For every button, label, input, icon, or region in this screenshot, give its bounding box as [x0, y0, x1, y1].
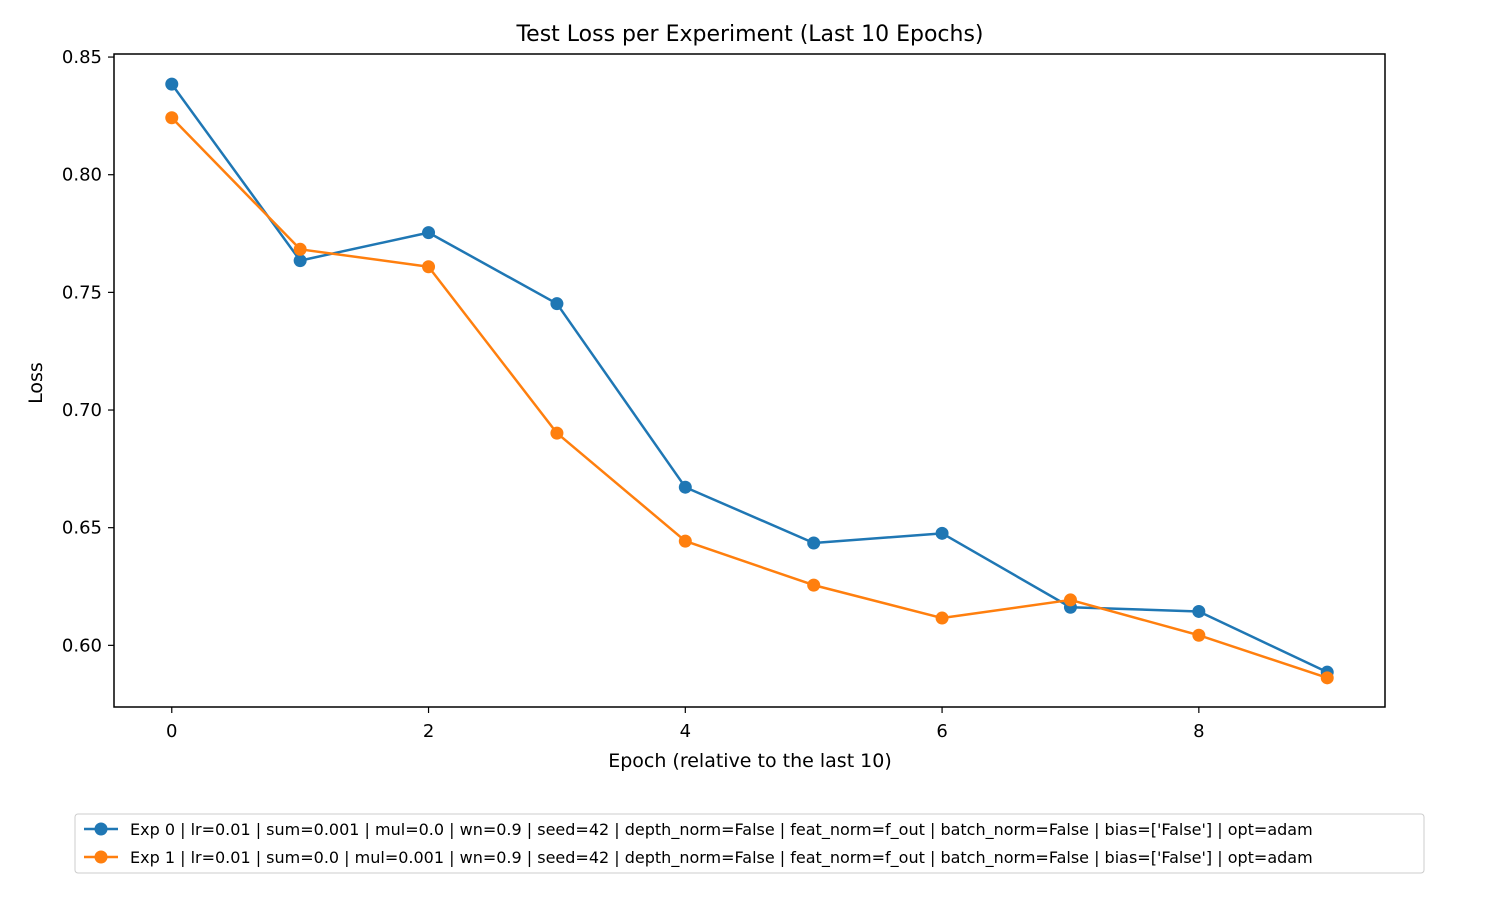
series-0-line — [170, 83, 1328, 674]
series-1 — [165, 111, 1334, 685]
series-1-point — [1320, 671, 1334, 685]
legend-item-0: Exp 0 | lr=0.01 | sum=0.001 | mul=0.0 | … — [84, 820, 1313, 840]
y-tick-label: 0.60 — [62, 635, 102, 656]
series-0-point — [165, 77, 179, 91]
series-1-point — [550, 426, 564, 440]
y-axis-ticks: 0.60 0.65 0.70 0.75 0.80 0.85 — [62, 47, 114, 656]
series-0-point — [1192, 604, 1206, 618]
series-1-point — [293, 242, 307, 256]
x-axis-ticks: 0 2 4 6 8 — [166, 707, 1205, 742]
x-tick-label: 6 — [936, 721, 947, 742]
legend: Exp 0 | lr=0.01 | sum=0.001 | mul=0.0 | … — [74, 813, 1425, 874]
x-tick-label: 4 — [680, 721, 691, 742]
legend-box — [74, 813, 1425, 874]
series-0-point — [807, 536, 821, 550]
y-axis-label: Loss — [25, 362, 47, 404]
legend-label: Exp 1 | lr=0.01 | sum=0.0 | mul=0.001 | … — [130, 848, 1313, 868]
legend-item-1: Exp 1 | lr=0.01 | sum=0.0 | mul=0.001 | … — [84, 848, 1313, 868]
y-tick-label: 0.65 — [62, 518, 102, 539]
y-tick-label: 0.80 — [62, 165, 102, 186]
series-layer — [165, 77, 1334, 685]
series-1-line — [170, 116, 1328, 680]
legend-items: Exp 0 | lr=0.01 | sum=0.001 | mul=0.0 | … — [84, 820, 1313, 868]
series-1-point — [935, 611, 949, 625]
y-tick-label: 0.70 — [62, 400, 102, 421]
x-axis-label: Epoch (relative to the last 10) — [608, 750, 892, 772]
y-tick-label: 0.75 — [62, 282, 102, 303]
series-1-point — [165, 111, 179, 125]
series-1-point — [1063, 593, 1077, 607]
x-tick-label: 8 — [1193, 721, 1204, 742]
series-0-point — [422, 226, 436, 240]
x-tick-label: 2 — [423, 721, 434, 742]
series-0-point — [293, 254, 307, 268]
series-1-point — [422, 260, 436, 274]
series-0-point — [678, 480, 692, 494]
legend-marker — [94, 822, 108, 836]
legend-marker — [94, 850, 108, 864]
x-tick-label: 0 — [166, 721, 177, 742]
series-1-point — [1192, 628, 1206, 642]
series-0-point — [550, 297, 564, 311]
series-1-point — [807, 578, 821, 592]
y-tick-label: 0.85 — [62, 47, 102, 68]
plot-area — [113, 53, 1386, 708]
chart-title: Test Loss per Experiment (Last 10 Epochs… — [515, 22, 983, 47]
series-0-point — [935, 526, 949, 540]
series-1-point — [678, 534, 692, 548]
legend-label: Exp 0 | lr=0.01 | sum=0.001 | mul=0.0 | … — [130, 820, 1313, 840]
